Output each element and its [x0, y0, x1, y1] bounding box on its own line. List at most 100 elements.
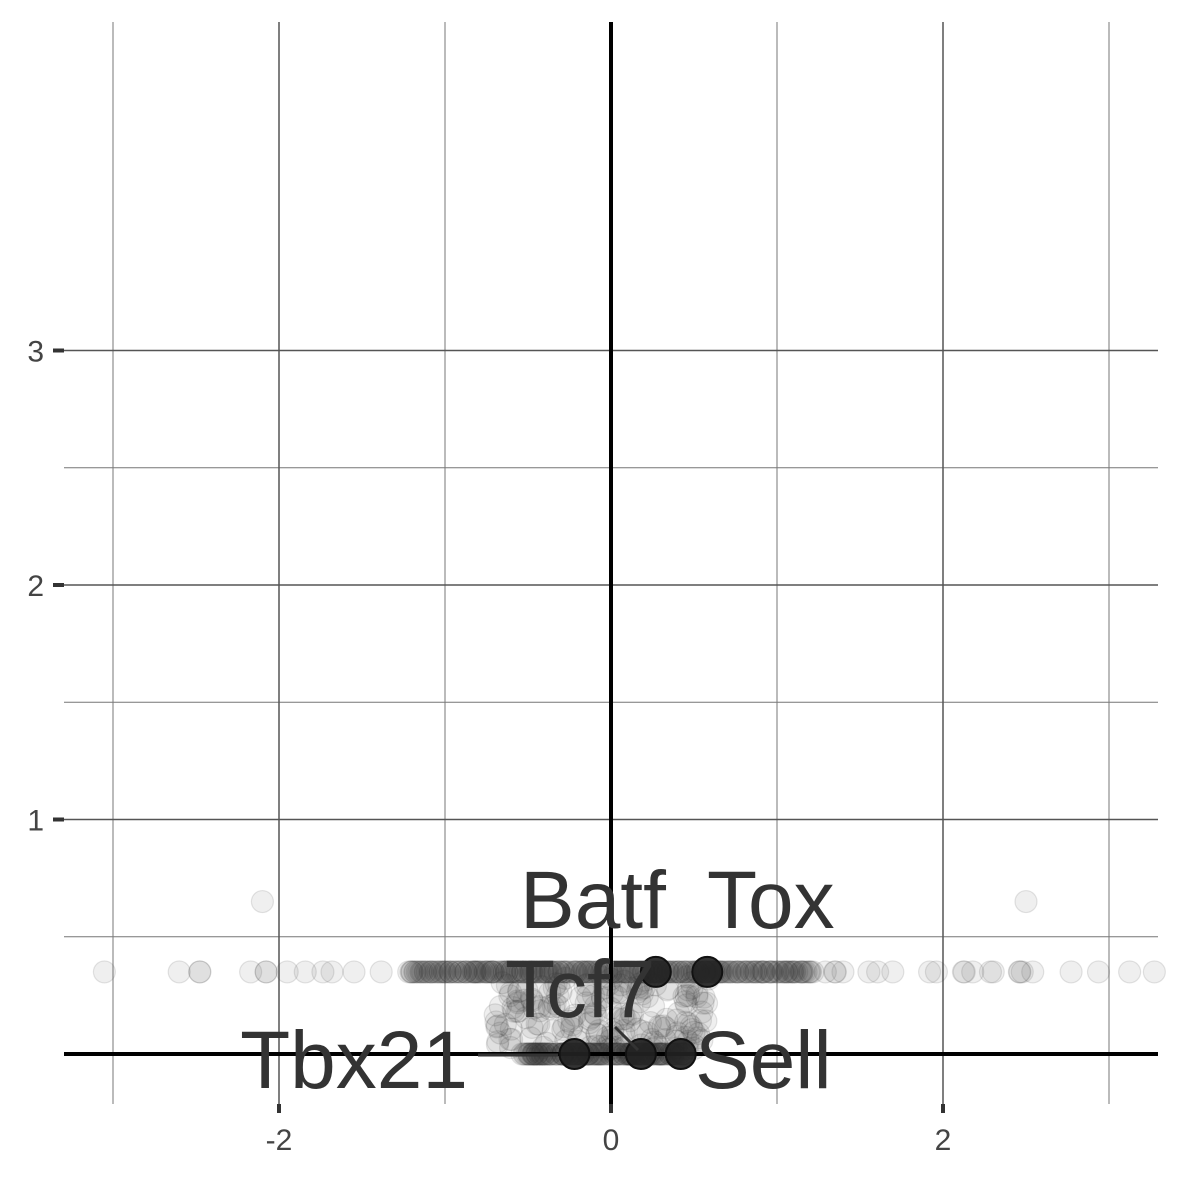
- background-point: [766, 960, 790, 984]
- gene-label-batf: Batf: [520, 855, 666, 946]
- background-point: [520, 989, 544, 1013]
- background-point: [779, 960, 803, 984]
- background-point: [488, 995, 512, 1019]
- background-point: [675, 993, 699, 1017]
- background-point: [544, 972, 568, 996]
- label-connector-tcf7: [613, 1025, 640, 1052]
- background-point: [551, 1017, 575, 1042]
- background-point: [499, 1017, 523, 1041]
- background-point: [547, 960, 571, 984]
- background-point: [952, 960, 976, 984]
- background-point: [565, 960, 589, 984]
- background-point: [583, 1002, 608, 1026]
- background-point: [438, 960, 462, 984]
- background-point: [454, 960, 478, 984]
- background-point: [961, 960, 985, 984]
- background-point: [1014, 889, 1038, 914]
- x-tick-label: 0: [603, 1124, 620, 1157]
- background-point: [552, 960, 576, 984]
- background-point: [775, 960, 799, 984]
- background-point: [726, 960, 750, 984]
- background-point: [499, 960, 523, 984]
- background-point: [454, 960, 478, 984]
- background-point: [758, 960, 782, 984]
- background-point: [397, 960, 421, 984]
- background-point: [757, 960, 781, 984]
- background-point: [188, 960, 212, 984]
- background-point: [574, 991, 598, 1015]
- background-point: [476, 960, 500, 984]
- background-point: [522, 960, 546, 984]
- background-point: [552, 960, 576, 984]
- gene-label-sell: Sell: [695, 1015, 832, 1106]
- background-point: [239, 960, 263, 984]
- background-point: [654, 1007, 679, 1031]
- highlight-point-batf: [639, 955, 672, 988]
- background-point: [510, 960, 535, 984]
- background-point: [651, 1014, 675, 1038]
- background-point: [506, 960, 530, 984]
- background-point: [673, 990, 698, 1014]
- background-point: [726, 960, 750, 984]
- background-point: [442, 960, 466, 984]
- background-point: [783, 960, 807, 984]
- background-point: [765, 960, 790, 984]
- background-point: [535, 960, 559, 984]
- background-point: [501, 996, 525, 1020]
- background-point: [410, 960, 434, 984]
- background-point: [543, 960, 567, 984]
- background-point: [581, 960, 606, 984]
- background-point: [522, 996, 546, 1020]
- background-point: [520, 987, 544, 1011]
- background-point: [466, 960, 490, 984]
- background-point: [763, 960, 787, 984]
- background-point: [500, 1027, 524, 1052]
- background-point: [530, 960, 554, 984]
- background-point: [759, 960, 783, 984]
- background-point: [563, 1003, 587, 1027]
- background-point: [628, 990, 652, 1014]
- background-point: [801, 960, 825, 984]
- background-point: [760, 960, 784, 984]
- background-point: [546, 994, 571, 1018]
- background-point: [591, 988, 615, 1012]
- background-point: [752, 960, 776, 984]
- background-point: [731, 960, 756, 984]
- background-point: [547, 960, 571, 984]
- background-point: [723, 960, 747, 984]
- background-point: [167, 960, 191, 984]
- background-point: [543, 960, 567, 984]
- background-point: [579, 1005, 603, 1029]
- background-point: [505, 989, 530, 1013]
- background-point: [688, 1008, 713, 1032]
- background-point: [459, 960, 483, 984]
- highlight-point-tbx21: [558, 1038, 591, 1070]
- background-point: [542, 976, 566, 1000]
- background-point: [320, 960, 344, 984]
- background-point: [575, 960, 599, 984]
- background-point: [607, 960, 632, 984]
- background-point: [767, 960, 791, 984]
- background-point: [691, 991, 715, 1015]
- background-point: [512, 988, 536, 1012]
- background-point: [518, 960, 542, 984]
- background-point: [444, 960, 468, 984]
- background-point: [728, 960, 752, 984]
- background-point: [680, 1017, 704, 1042]
- background-point: [575, 960, 599, 984]
- background-point: [508, 960, 532, 984]
- background-point: [734, 960, 758, 984]
- background-point: [564, 960, 588, 984]
- background-point: [614, 960, 638, 984]
- gene-label-tox: Tox: [707, 855, 835, 946]
- background-point: [630, 982, 654, 1006]
- background-point: [507, 979, 531, 1003]
- background-point: [492, 960, 516, 984]
- background-point: [725, 960, 749, 984]
- background-point: [552, 1014, 576, 1039]
- highlighted-points: [558, 955, 724, 1070]
- background-point: [571, 960, 595, 984]
- background-point: [620, 1002, 645, 1026]
- background-point: [514, 1006, 538, 1030]
- background-point: [467, 960, 491, 984]
